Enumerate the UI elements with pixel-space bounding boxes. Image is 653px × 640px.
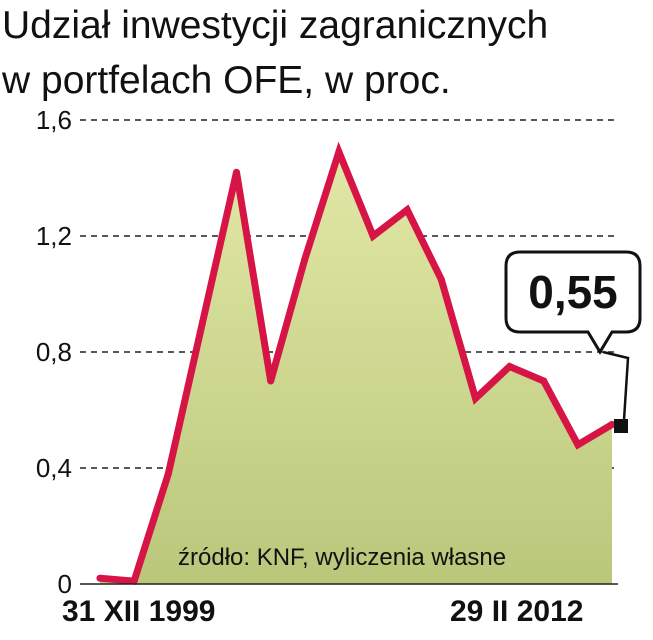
data-point: [335, 148, 343, 156]
y-tick-label: 1,2: [36, 221, 72, 251]
data-point: [164, 470, 172, 478]
data-point: [437, 276, 445, 283]
data-point: [301, 255, 309, 263]
data-point: [472, 394, 479, 402]
data-point: [130, 577, 138, 585]
y-tick-label: 0: [58, 569, 72, 599]
data-point: [369, 232, 377, 240]
data-point: [506, 363, 514, 370]
series-area-fill: [100, 151, 612, 584]
series-line: [96, 141, 616, 585]
data-point: [403, 206, 411, 214]
series-points: [96, 148, 616, 585]
callout-value: 0,55: [528, 266, 618, 318]
chart-title-line-1: Udział inwestycji zagranicznych: [2, 4, 548, 47]
callout-bubble: [504, 250, 642, 355]
data-point: [233, 168, 240, 176]
callout-marker: [614, 419, 628, 433]
data-point: [540, 377, 548, 385]
y-tick-labels: 0 0,4 0,8 1,2 1,6: [36, 105, 72, 599]
y-tick-label: 1,6: [36, 105, 72, 135]
data-point: [198, 319, 206, 327]
data-point: [96, 574, 104, 582]
y-tick-label: 0,8: [36, 337, 72, 367]
chart-title-line-2: w portfelach OFE, w proc.: [1, 59, 451, 102]
x-tick-start: 31 XII 1999: [62, 595, 215, 628]
data-point: [267, 377, 275, 385]
source-note: źródło: KNF, wyliczenia własne: [178, 544, 506, 571]
x-tick-end: 29 II 2012: [450, 595, 583, 628]
callout-leader: [602, 350, 630, 421]
y-tick-label: 0,4: [36, 453, 72, 483]
data-point: [574, 441, 582, 449]
last-value-callout: 0,55: [504, 250, 642, 433]
data-point: [608, 421, 616, 428]
